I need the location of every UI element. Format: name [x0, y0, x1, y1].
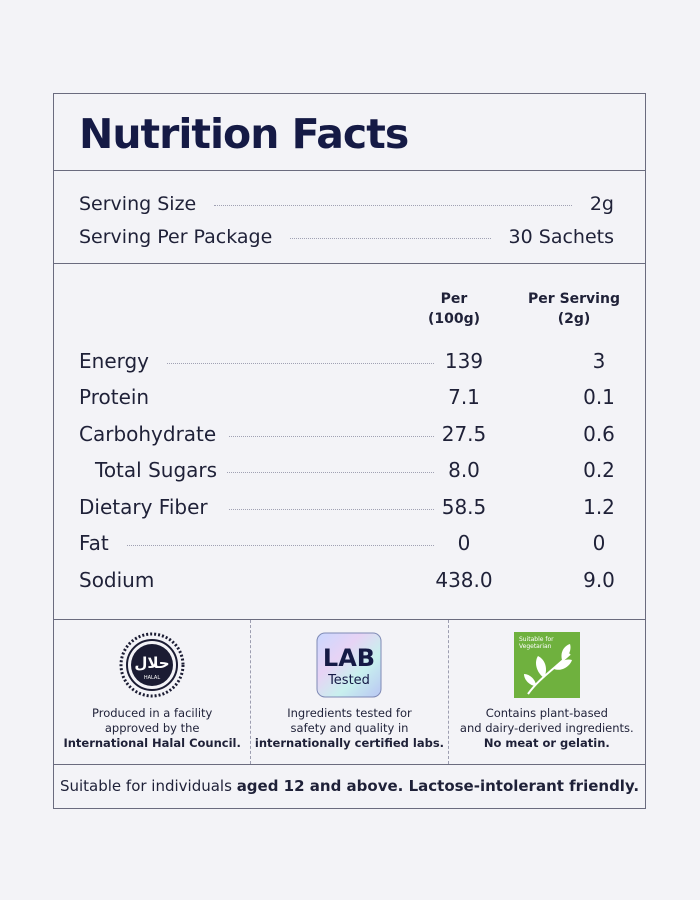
serving-per-package-value: 30 Sachets — [508, 225, 614, 248]
certification-badges: حلال HALAL Produced in a facility approv… — [54, 620, 645, 765]
vegetarian-badge: Suitable for Vegetarian Contains plant-b… — [447, 620, 645, 764]
vegetarian-description: Contains plant-based and dairy-derived i… — [449, 706, 645, 751]
badge-text-bold: International Halal Council. — [63, 736, 241, 750]
veg-logo-text: Vegetarian — [519, 643, 552, 650]
column-header-per-serving: Per Serving (2g) — [514, 289, 634, 329]
column-header-line: (100g) — [427, 311, 481, 327]
badge-text-line: Contains plant-based — [485, 706, 608, 720]
veg-logo-text: Suitable for — [519, 636, 554, 643]
lab-description: Ingredients tested for safety and qualit… — [251, 706, 447, 751]
dotted-leader — [229, 436, 434, 437]
nutrient-per100-value: 438.0 — [435, 568, 493, 592]
suitability-footer: Suitable for individuals aged 12 and abo… — [54, 765, 645, 808]
footer-text-bold: aged 12 and above. Lactose-intolerant fr… — [236, 777, 640, 795]
nutrient-label: Total Sugars — [95, 458, 218, 482]
nutrient-row-dietary-fiber: Dietary Fiber 58.5 1.2 — [79, 492, 634, 522]
dotted-leader — [227, 472, 434, 473]
badge-text-bold: No meat or gelatin. — [483, 736, 610, 750]
nutrient-per100-value: 8.0 — [448, 458, 480, 482]
nutrient-perserving-value: 1.2 — [583, 495, 615, 519]
lab-tested-badge: LAB Tested Ingredients tested for safety… — [250, 620, 447, 764]
nutrient-label: Protein — [79, 385, 150, 409]
footer-text: Suitable for individuals — [59, 777, 237, 795]
nutrient-label: Energy — [79, 349, 150, 373]
nutrient-row-sodium: Sodium 438.0 9.0 — [79, 565, 634, 595]
nutrient-row-protein: Protein 7.1 0.1 — [79, 382, 634, 412]
halal-description: Produced in a facility approved by the I… — [54, 706, 250, 751]
vegetarian-leaf-icon: Suitable for Vegetarian — [513, 632, 580, 702]
nutrient-perserving-value: 0 — [592, 531, 606, 555]
column-header-line: Per — [440, 291, 468, 307]
badge-text-line: Ingredients tested for — [287, 706, 412, 720]
nutrient-label: Carbohydrate — [79, 422, 217, 446]
badge-text-line: approved by the — [104, 721, 200, 735]
nutrient-perserving-value: 0.6 — [583, 422, 615, 446]
serving-per-package-label: Serving Per Package — [79, 225, 273, 248]
column-header-per-100g: Per (100g) — [414, 289, 494, 329]
nutrient-label: Dietary Fiber — [79, 495, 208, 519]
nutrient-perserving-value: 0.2 — [583, 458, 615, 482]
nutrient-label: Sodium — [79, 568, 155, 592]
halal-seal-text: حلال — [135, 654, 170, 672]
serving-size-row: Serving Size 2g — [79, 187, 614, 220]
serving-size-value: 2g — [589, 192, 614, 215]
nutrient-per100-value: 139 — [444, 349, 484, 373]
nutrient-row-total-sugars: Total Sugars 8.0 0.2 — [79, 455, 634, 485]
nutrient-per100-value: 7.1 — [448, 385, 480, 409]
badge-text-line: safety and quality in — [290, 721, 409, 735]
dotted-leader — [214, 205, 572, 206]
dotted-leader — [290, 238, 491, 239]
nutrients-section: Per (100g) Per Serving (2g) Energy 139 3… — [54, 264, 645, 620]
nutrient-per100-value: 27.5 — [441, 422, 487, 446]
nutrient-row-fat: Fat 0 0 — [79, 528, 634, 558]
badge-text-line: and dairy-derived ingredients. — [459, 721, 634, 735]
badge-text-line: Produced in a facility — [91, 706, 213, 720]
column-header-line: (2g) — [557, 311, 591, 327]
serving-size-label: Serving Size — [79, 192, 197, 215]
nutrient-per100-value: 58.5 — [441, 495, 487, 519]
badge-text-bold: internationally certified labs. — [254, 736, 445, 750]
nutrient-perserving-value: 3 — [592, 349, 606, 373]
column-header-line: Per Serving — [528, 291, 620, 307]
serving-per-package-row: Serving Per Package 30 Sachets — [79, 220, 614, 253]
halal-seal-icon: حلال HALAL — [119, 632, 185, 702]
lab-tested-icon: LAB Tested — [316, 632, 382, 702]
nutrition-facts-panel: Nutrition Facts Serving Size 2g Serving … — [53, 93, 646, 809]
page-title: Nutrition Facts — [79, 110, 409, 158]
lab-logo-text: LAB — [323, 644, 375, 672]
nutrient-row-energy: Energy 139 3 — [79, 346, 634, 376]
nutrient-row-carbohydrate: Carbohydrate 27.5 0.6 — [79, 419, 634, 449]
title-section: Nutrition Facts — [54, 94, 645, 171]
nutrient-label: Fat — [79, 531, 109, 555]
lab-logo-subtext: Tested — [328, 673, 371, 688]
nutrient-perserving-value: 9.0 — [583, 568, 615, 592]
nutrient-per100-value: 0 — [457, 531, 471, 555]
halal-seal-subtext: HALAL — [144, 675, 161, 681]
nutrient-perserving-value: 0.1 — [583, 385, 615, 409]
dotted-leader — [127, 545, 434, 546]
dotted-leader — [229, 509, 434, 510]
serving-section: Serving Size 2g Serving Per Package 30 S… — [54, 171, 645, 264]
dotted-leader — [167, 363, 434, 364]
halal-badge: حلال HALAL Produced in a facility approv… — [54, 620, 250, 764]
